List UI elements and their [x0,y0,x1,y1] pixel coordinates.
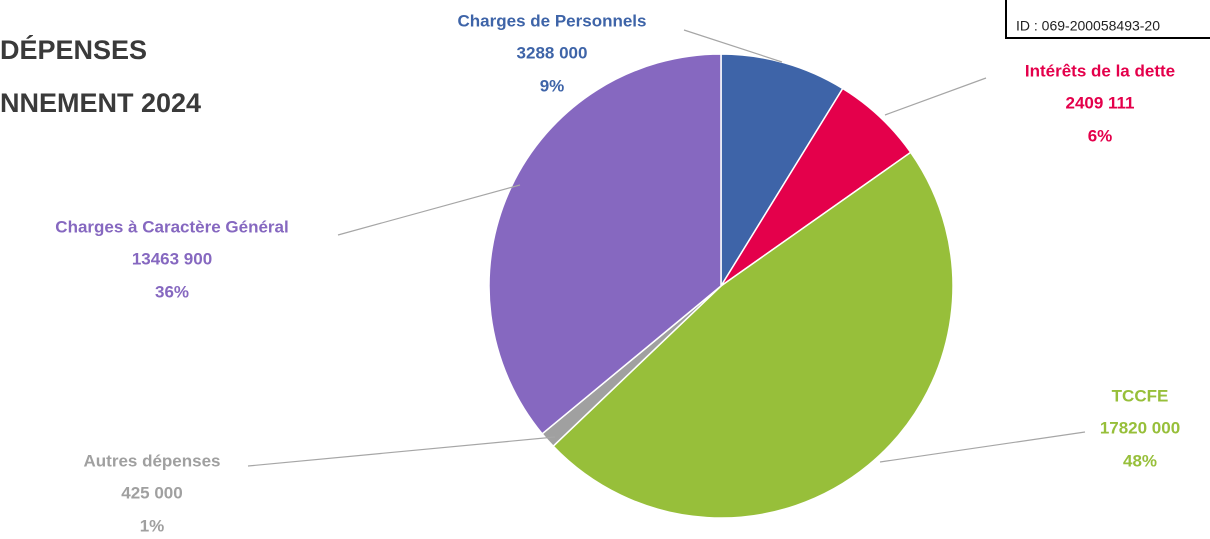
pie-slice [552,151,954,519]
percentage-label: 6% [1088,126,1113,145]
value-label: 3288 000 [517,43,588,62]
leader-line [247,436,556,467]
leader-line [337,184,521,236]
leader-line [683,29,783,63]
value-label: 425 000 [121,483,182,502]
value-label: 13463 900 [132,249,212,268]
chart-title: DÉPENSES [0,34,147,65]
percentage-label: 36% [155,282,189,301]
category-label: TCCFE [1112,386,1169,405]
id-text: ID : 069-200058493-20 [1016,18,1160,34]
percentage-label: 9% [540,76,565,95]
value-label: 17820 000 [1100,418,1180,437]
chart-title: NNEMENT 2024 [0,88,201,118]
leader-line [884,77,987,116]
id-box [1005,0,1210,39]
category-label: Autres dépenses [84,451,221,470]
percentage-label: 1% [140,516,165,535]
category-label: Intérêts de la dette [1025,61,1175,80]
leader-line [879,431,1086,463]
percentage-label: 48% [1123,451,1157,470]
value-label: 2409 111 [1065,93,1134,112]
category-label: Charges de Personnels [458,11,647,30]
pie-slice [720,53,844,289]
category-label: Charges à Caractère Général [55,217,288,236]
